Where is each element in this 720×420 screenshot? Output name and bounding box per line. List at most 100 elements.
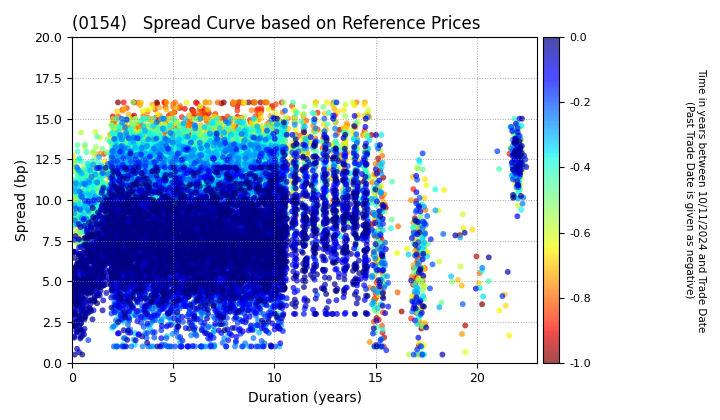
Point xyxy=(82,199,94,205)
Point xyxy=(243,151,255,158)
Point xyxy=(143,244,155,251)
Point xyxy=(91,270,102,276)
Point xyxy=(223,166,235,173)
Point xyxy=(166,293,177,299)
Point xyxy=(82,228,94,234)
Point xyxy=(225,254,237,260)
Point xyxy=(150,231,162,237)
Point xyxy=(189,240,200,247)
Point xyxy=(89,250,101,257)
Point xyxy=(258,217,270,223)
Point xyxy=(230,258,242,265)
Point xyxy=(215,178,226,185)
Point xyxy=(140,229,151,236)
Point xyxy=(153,135,165,142)
Point xyxy=(220,248,231,255)
Point xyxy=(248,150,259,156)
Point xyxy=(102,170,113,176)
Point xyxy=(223,251,235,258)
Point xyxy=(298,228,310,235)
Point xyxy=(156,167,167,174)
Point xyxy=(173,198,184,205)
Point xyxy=(120,189,131,195)
Point xyxy=(138,146,149,152)
Point xyxy=(127,271,139,278)
Point xyxy=(162,243,174,250)
Point xyxy=(374,231,386,237)
Point xyxy=(185,209,197,215)
Point xyxy=(348,122,360,129)
Point xyxy=(287,261,298,268)
Point xyxy=(144,158,156,165)
Point xyxy=(230,182,242,189)
Point xyxy=(141,217,153,223)
Point xyxy=(228,182,240,189)
Point xyxy=(239,175,251,181)
Point xyxy=(165,290,176,297)
Point xyxy=(274,304,286,310)
Point xyxy=(253,267,264,273)
Point xyxy=(117,214,129,221)
Point xyxy=(127,132,139,139)
Point xyxy=(130,164,142,171)
Point xyxy=(120,174,131,181)
Point xyxy=(192,178,203,184)
Point xyxy=(105,277,117,284)
Point xyxy=(152,145,163,152)
Point xyxy=(259,237,271,244)
Point xyxy=(183,233,194,240)
Point xyxy=(253,162,265,168)
Point xyxy=(275,302,287,309)
Point xyxy=(197,225,209,231)
Point xyxy=(83,284,94,290)
Point xyxy=(114,148,125,155)
Point xyxy=(238,240,250,247)
Point xyxy=(93,256,104,263)
Point xyxy=(250,179,261,186)
Point xyxy=(348,245,360,252)
Point xyxy=(174,175,185,181)
Point xyxy=(166,247,177,254)
Point xyxy=(126,312,138,319)
Point xyxy=(222,233,234,239)
Point xyxy=(268,185,279,192)
Point xyxy=(161,301,172,307)
Point xyxy=(329,281,341,288)
Point xyxy=(226,168,238,175)
Point xyxy=(111,147,122,153)
Point xyxy=(265,140,276,147)
Point xyxy=(190,204,202,210)
Point xyxy=(210,288,221,294)
Point xyxy=(225,286,236,293)
Point xyxy=(327,207,338,214)
Point xyxy=(184,247,196,253)
Point xyxy=(153,187,165,194)
Point xyxy=(154,244,166,251)
Point xyxy=(236,142,248,149)
Point xyxy=(246,241,257,248)
Point xyxy=(210,258,221,265)
Point xyxy=(211,124,222,131)
Point xyxy=(255,276,266,282)
Point xyxy=(162,152,174,158)
Point xyxy=(192,267,204,274)
Point xyxy=(189,155,200,162)
Point xyxy=(189,221,201,228)
Point xyxy=(130,144,141,150)
Point xyxy=(111,225,122,231)
Point xyxy=(126,266,138,273)
Point xyxy=(329,245,341,252)
Point xyxy=(184,343,195,350)
Point xyxy=(276,230,287,236)
Point xyxy=(153,273,165,280)
Point xyxy=(202,273,214,280)
Point xyxy=(143,200,154,207)
Point xyxy=(225,259,237,266)
Point xyxy=(199,328,210,334)
Point xyxy=(248,158,259,165)
Point xyxy=(228,151,240,158)
Point xyxy=(210,245,222,252)
Point xyxy=(130,162,142,169)
Point xyxy=(510,144,521,151)
Point xyxy=(134,259,145,265)
